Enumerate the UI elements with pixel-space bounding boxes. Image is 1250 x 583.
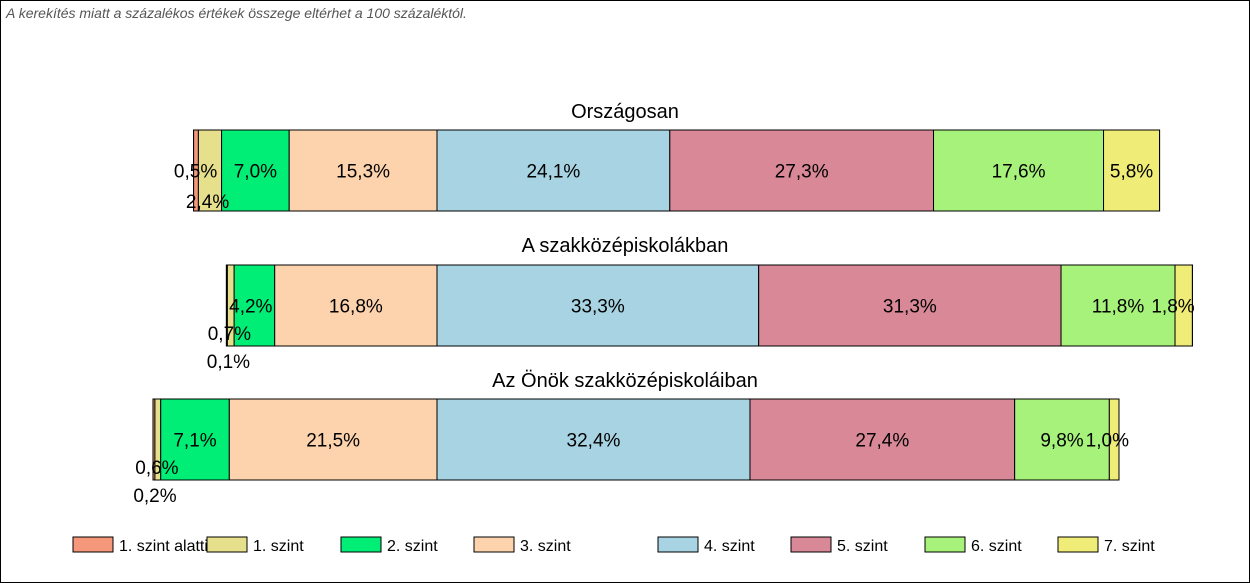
data-label: 0,6% (135, 458, 178, 479)
data-label: 31,3% (883, 297, 937, 318)
data-label: 9,8% (1040, 431, 1083, 452)
rounding-note: A kerekítés miatt a százalékos értékek ö… (6, 5, 467, 21)
data-label: 1,0% (1086, 431, 1129, 452)
bar-segment (933, 129, 1105, 212)
bar-title: Az Önök szakközépiskoláiban (492, 370, 758, 392)
bar-segment (1103, 129, 1161, 212)
legend-swatch (473, 536, 515, 553)
bar-outline (152, 398, 1120, 481)
data-label: 27,4% (855, 431, 909, 452)
legend-swatch (206, 536, 248, 553)
data-label: 4,2% (229, 297, 272, 318)
data-label: 5,8% (1110, 162, 1153, 183)
legend-label: 4. szint (704, 538, 755, 555)
bar-outline (193, 129, 1161, 212)
legend-swatch (72, 536, 114, 553)
legend-label: 2. szint (387, 538, 438, 555)
legend-label: 7. szint (1104, 538, 1155, 555)
bar-segment (436, 264, 760, 347)
legend-label: 5. szint (837, 538, 888, 555)
legend-label: 1. szint alatti (119, 538, 208, 555)
legend-swatch (924, 536, 966, 553)
bar-segment (436, 129, 671, 212)
bar-segment (1060, 264, 1176, 347)
data-label: 27,3% (775, 162, 829, 183)
data-label: 16,8% (329, 297, 383, 318)
data-label: 21,5% (306, 431, 360, 452)
data-label: 11,8% (1092, 297, 1145, 318)
legend-label: 6. szint (971, 538, 1022, 555)
bar-segment (436, 398, 751, 481)
data-label: 0,2% (133, 486, 176, 507)
data-label: 17,6% (992, 162, 1046, 183)
data-label: 0,1% (207, 352, 250, 373)
data-label: 24,1% (526, 162, 580, 183)
bar-segment (758, 264, 1062, 347)
legend-swatch (340, 536, 382, 553)
data-label: 1,8% (1151, 297, 1194, 318)
data-label: 7,1% (173, 431, 216, 452)
data-label: 15,3% (336, 162, 390, 183)
bar-outline (225, 264, 1193, 347)
data-label: 32,4% (567, 431, 621, 452)
legend-swatch (790, 536, 832, 553)
data-label: 0,7% (208, 324, 251, 345)
bar-title: A szakközépiskolákban (522, 235, 729, 257)
data-label: 0,5% (174, 162, 217, 183)
legend-swatch (1057, 536, 1099, 553)
data-label: 33,3% (571, 297, 625, 318)
bar-title: Országosan (571, 101, 679, 123)
legend-swatch (657, 536, 699, 553)
data-label: 2,4% (186, 192, 229, 213)
legend-label: 3. szint (520, 538, 571, 555)
legend-label: 1. szint (253, 538, 304, 555)
bar-segment (288, 129, 438, 212)
data-label: 7,0% (234, 162, 277, 183)
